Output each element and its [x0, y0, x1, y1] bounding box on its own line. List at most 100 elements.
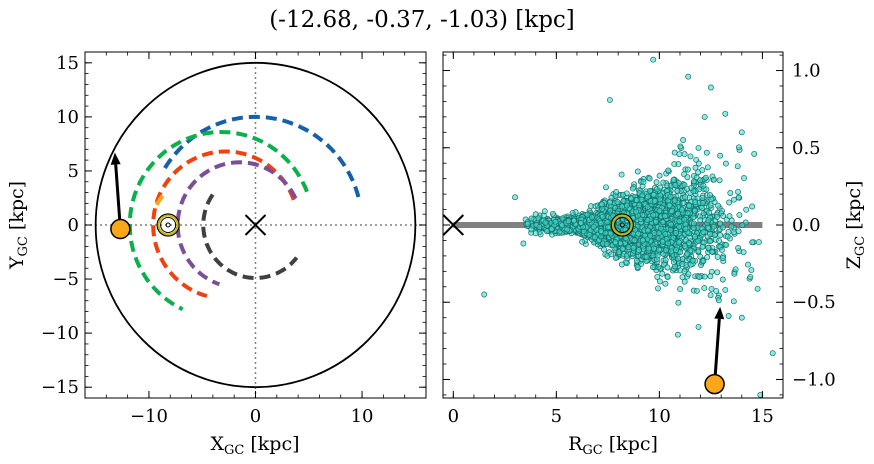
scatter-point [670, 177, 677, 183]
scatter-point [706, 209, 713, 216]
scatter-point [677, 286, 684, 293]
scatter-point [528, 226, 535, 233]
scatter-point [724, 233, 731, 240]
scatter-point [635, 247, 642, 254]
scatter-point [685, 271, 692, 278]
scatter-point [680, 137, 687, 143]
scatter-point [749, 203, 756, 210]
scatter-point [650, 212, 657, 219]
scatter-point [714, 253, 721, 260]
scatter-point [692, 164, 699, 171]
scatter-point [755, 239, 762, 246]
scatter-point [714, 269, 721, 276]
scatter-point [664, 240, 671, 247]
scatter-point [751, 150, 758, 157]
scatter-point [614, 199, 621, 205]
scatter-point [700, 182, 707, 189]
scatter-point [716, 177, 723, 184]
scatter-point [615, 249, 622, 256]
scatter-point [718, 246, 725, 253]
scatter-point [741, 175, 747, 182]
scatter-point [668, 221, 674, 228]
scatter-point [720, 213, 727, 219]
scatter-point [707, 273, 714, 280]
scatter-point [690, 178, 697, 185]
target-velocity-arrow-right [713, 306, 725, 385]
scatter-point [605, 224, 612, 231]
galaxy-boundary-circle [94, 61, 417, 389]
scatter-point [691, 207, 698, 214]
scatter-point [659, 270, 666, 277]
scatter-point [707, 192, 713, 199]
scatter-point [634, 264, 641, 270]
scatter-point [714, 213, 721, 220]
scatter-point [640, 179, 647, 186]
scatter-point [697, 177, 704, 184]
scatter-point [719, 255, 726, 261]
scatter-point [735, 188, 741, 195]
scatter-point [675, 210, 681, 217]
x-tick-label: 10 [351, 406, 374, 427]
scatter-point [618, 171, 625, 178]
scatter-point [682, 225, 689, 232]
scatter-point [675, 299, 682, 306]
scatter-point [604, 219, 611, 226]
scatter-point [684, 250, 691, 257]
scatter-point [673, 230, 679, 236]
x-tick-label: 0 [250, 406, 261, 427]
left-xlabel: XGC [kpc] [210, 433, 299, 458]
y-tick-label: 10 [56, 107, 79, 128]
scatter-point [661, 213, 668, 220]
scatter-point [564, 226, 571, 233]
sun-marker-right [610, 213, 634, 237]
scatter-point [676, 223, 683, 230]
y-tick-label: −15 [41, 377, 79, 398]
scatter-point [629, 185, 636, 192]
scatter-point [552, 218, 559, 225]
scatter-point [607, 207, 614, 214]
scatter-point [681, 268, 688, 275]
scatter-point [673, 247, 680, 254]
scatter-point [697, 253, 704, 260]
scatter-point [654, 252, 661, 259]
scatter-point [674, 187, 681, 194]
scatter-point [645, 245, 652, 252]
scatter-point [541, 208, 548, 215]
scatter-point [647, 232, 654, 239]
scatter-point [586, 231, 593, 238]
galactic-center-marker-right [443, 214, 465, 236]
scatter-point [608, 251, 615, 258]
scatter-point [676, 218, 683, 225]
right-ticks: 0 5 10 15 −1.0 −0.5 0.0 0.5 1.0 [443, 52, 836, 427]
scatter-point [701, 285, 708, 292]
scatter-point [686, 202, 693, 209]
scatter-point [747, 273, 754, 280]
scatter-point [708, 285, 715, 292]
scatter-point [636, 202, 643, 209]
scatter-point [666, 202, 673, 209]
scatter-point [606, 96, 613, 103]
scatter-point [754, 285, 761, 292]
scatter-point [590, 223, 597, 230]
scatter-point [625, 244, 632, 251]
scatter-point [684, 166, 691, 173]
scatter-point [711, 232, 718, 239]
left-ylabel: YGC [kpc] [6, 181, 31, 270]
scatter-point [620, 198, 627, 204]
scatter-point [715, 297, 722, 304]
scatter-point [704, 164, 711, 171]
scatter-point [709, 248, 715, 255]
target-velocity-arrow [110, 152, 122, 230]
scatter-point [722, 110, 729, 117]
scatter-point [734, 163, 741, 170]
scatter-point [728, 223, 735, 230]
scatter-point [719, 276, 726, 283]
target-velocity-arrow-right-head [714, 306, 725, 320]
scatter-point [657, 184, 664, 191]
scatter-point [608, 194, 615, 201]
scatter-point [700, 229, 707, 236]
scatter-point [597, 220, 604, 227]
scatter-point [738, 314, 745, 321]
scatter-point [672, 182, 679, 189]
figure-title: (-12.68, -0.37, -1.03) [kpc] [269, 7, 575, 33]
